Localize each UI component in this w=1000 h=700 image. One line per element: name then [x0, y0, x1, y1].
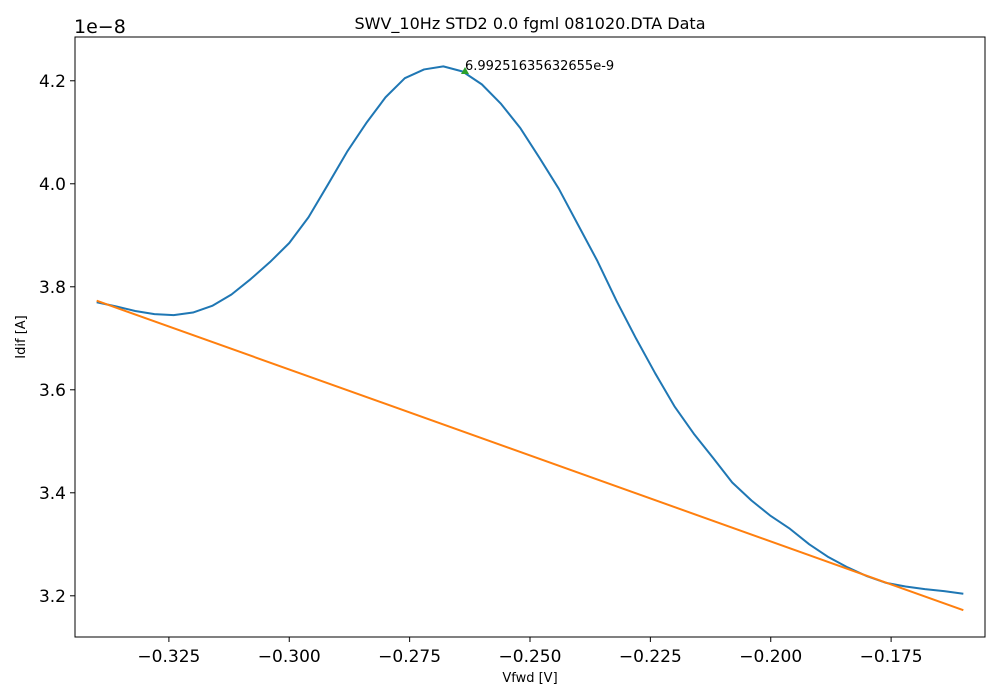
- x-axis-label: Vfwd [V]: [502, 671, 557, 686]
- y-tick-label: 4.0: [39, 175, 66, 195]
- series-layer: [96, 65, 964, 612]
- y-axis: 3.2 3.4 3.6 3.8 4.0 4.2: [39, 72, 75, 607]
- x-tick-label: −0.275: [378, 647, 441, 667]
- y-axis-label: Idif [A]: [14, 315, 29, 358]
- x-tick-label: −0.250: [499, 647, 562, 667]
- x-tick-label: −0.225: [619, 647, 682, 667]
- y-tick-label: 3.6: [39, 381, 66, 401]
- y-tick-label: 4.2: [39, 72, 66, 92]
- plot-frame: [74, 36, 986, 638]
- plot-area: [75, 37, 985, 637]
- chart-title: SWV_10Hz STD2 0.0 fgml 081020.DTA Data: [355, 14, 706, 34]
- x-axis: −0.325 −0.300 −0.275 −0.250 −0.225 −0.200 −0.1…: [137, 637, 923, 667]
- x-tick-label: −0.300: [258, 647, 321, 667]
- annotation-layer: 6.99251635632655e-9: [461, 59, 614, 74]
- y-offset-label: 1e−8: [74, 16, 126, 38]
- peak-annotation: 6.99251635632655e-9: [465, 59, 614, 74]
- y-tick-label: 3.2: [39, 587, 66, 607]
- y-tick-label: 3.4: [39, 484, 66, 504]
- baseline-line: [96, 299, 964, 612]
- peak-marker: [461, 66, 469, 74]
- x-tick-label: −0.200: [739, 647, 802, 667]
- x-tick-label: −0.175: [860, 647, 923, 667]
- y-tick-label: 3.8: [39, 278, 66, 298]
- data-line: [96, 65, 964, 595]
- x-tick-label: −0.325: [137, 647, 200, 667]
